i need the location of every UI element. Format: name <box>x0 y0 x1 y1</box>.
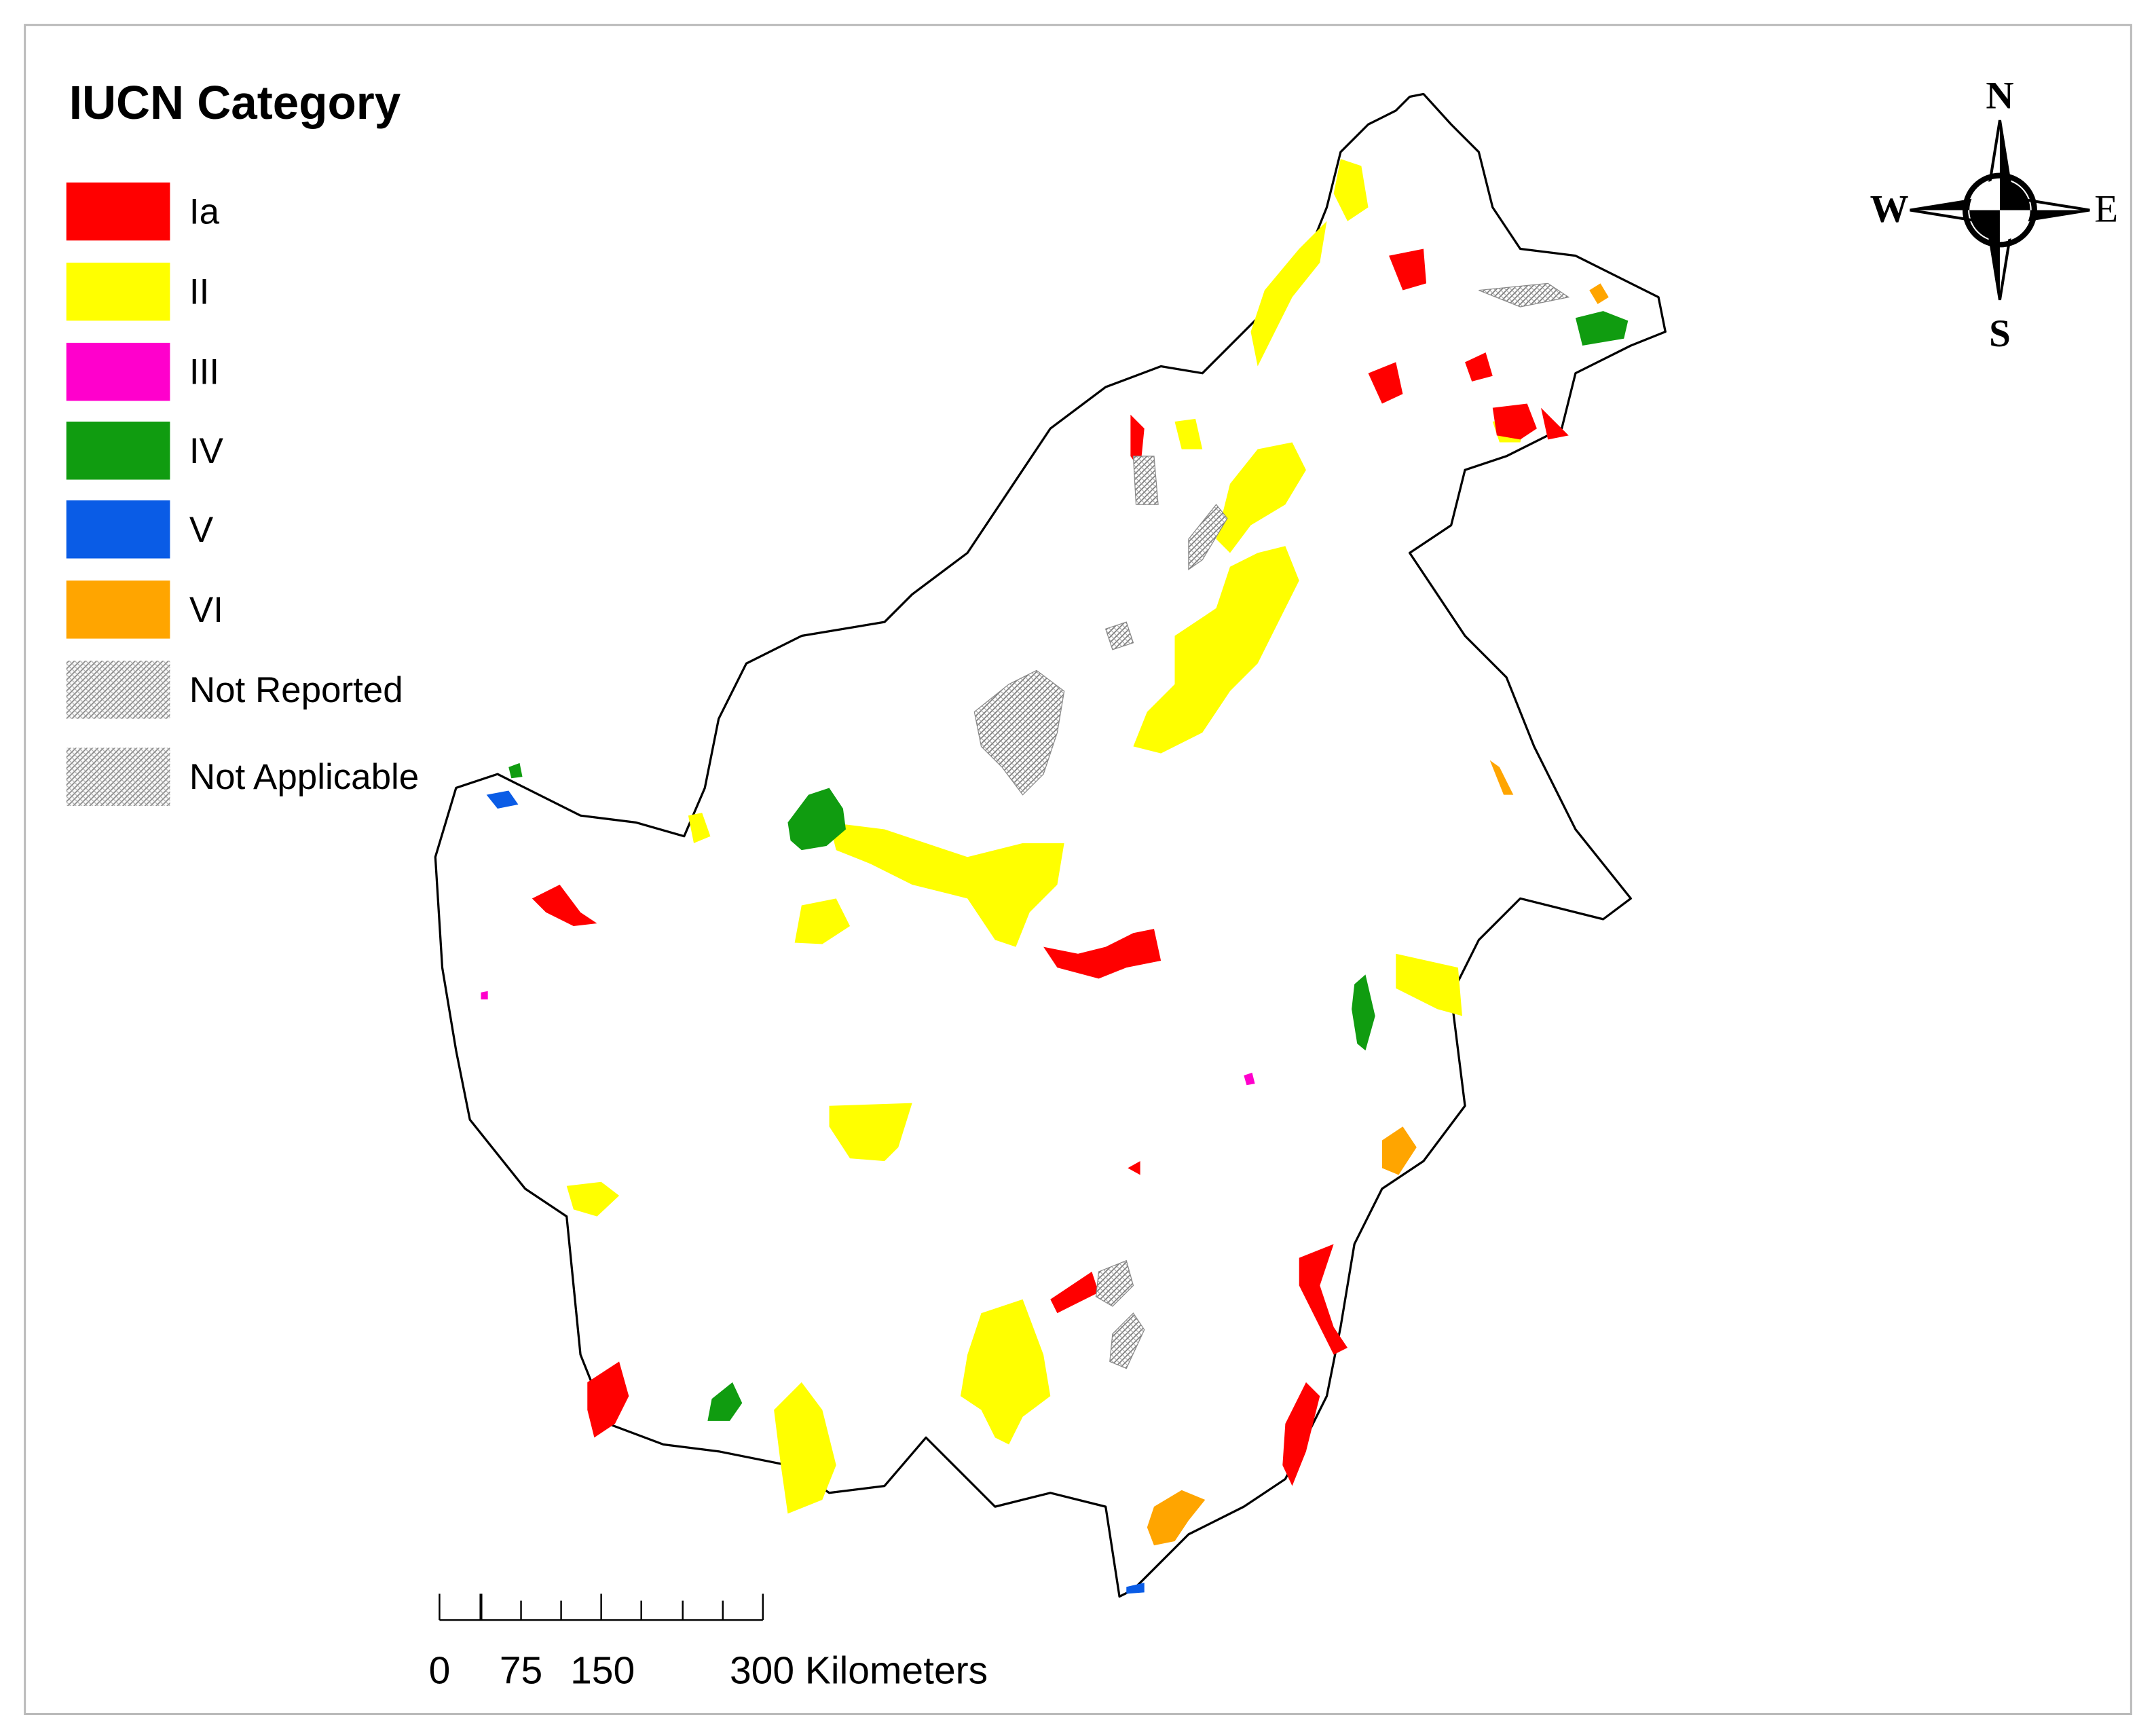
area-ii <box>774 1382 836 1514</box>
legend-label: IV <box>189 431 224 471</box>
area-iv <box>787 788 846 851</box>
protected-areas <box>481 159 1629 1594</box>
area-ii <box>960 1299 1051 1445</box>
area-ia <box>1541 407 1569 440</box>
area-ia <box>1128 1161 1140 1175</box>
area-iii <box>481 991 488 999</box>
area-ii <box>794 898 851 944</box>
area-iii <box>1244 1072 1255 1086</box>
area-ii <box>829 1103 912 1162</box>
area-hatched <box>1479 282 1570 308</box>
legend-label: Not Applicable <box>189 757 419 797</box>
area-v <box>1126 1583 1145 1594</box>
legend-label: VI <box>189 590 223 630</box>
legend-swatch-hatch <box>66 661 170 719</box>
scale-bar <box>439 1593 764 1621</box>
compass-north: N <box>1986 75 2013 117</box>
area-ii <box>1216 442 1306 553</box>
area-ia <box>1050 1272 1099 1314</box>
area-vi <box>1381 1126 1417 1175</box>
area-hatched <box>1188 504 1228 570</box>
area-ii <box>688 813 711 843</box>
legend-swatch <box>66 500 170 559</box>
area-iv <box>707 1382 743 1421</box>
area-ia <box>1492 403 1537 440</box>
legend-swatch <box>66 182 170 241</box>
area-hatched <box>1132 456 1159 505</box>
area-iv <box>1352 974 1375 1051</box>
area-ii <box>829 822 1064 947</box>
area-iv <box>508 762 523 779</box>
scale-label: 300 Kilometers <box>730 1649 988 1693</box>
legend-label: III <box>189 352 219 392</box>
area-iv <box>1575 311 1629 346</box>
legend-label: Ia <box>189 192 220 232</box>
legend-label: V <box>189 510 214 550</box>
compass-south: S <box>1989 312 2011 355</box>
scale-labels: 0 75 150 300 Kilometers <box>429 1649 988 1693</box>
area-ia <box>1299 1244 1348 1355</box>
legend-label: Not Reported <box>189 670 403 710</box>
area-ia <box>1043 929 1161 979</box>
area-ia <box>532 884 597 927</box>
area-ii <box>566 1181 620 1217</box>
area-hatched <box>1095 1259 1134 1307</box>
legend-swatch <box>66 421 170 480</box>
area-hatched <box>1109 1312 1145 1369</box>
area-ii <box>1250 221 1327 367</box>
area-ia <box>587 1361 629 1438</box>
area-ii <box>1396 953 1462 1016</box>
area-vi <box>1489 760 1514 795</box>
legend-swatch <box>66 581 170 639</box>
area-ii <box>1133 546 1299 754</box>
area-v <box>486 790 519 809</box>
area-ia <box>1389 248 1427 291</box>
area-ia <box>1465 352 1493 382</box>
legend-label: II <box>189 272 209 312</box>
compass-east: E <box>2094 188 2118 231</box>
legend-swatch <box>66 262 170 321</box>
legend-title: IUCN Category <box>69 76 401 129</box>
area-ii <box>1333 159 1369 221</box>
scale-label: 75 <box>500 1649 542 1693</box>
legend-swatch-hatch <box>66 748 170 806</box>
compass-west: W <box>1870 188 1909 231</box>
scale-label: 0 <box>429 1649 451 1693</box>
area-hatched <box>1104 621 1134 650</box>
area-ii <box>1174 418 1203 449</box>
scale-label: 150 <box>570 1649 635 1693</box>
area-ia <box>1282 1382 1320 1486</box>
area-vi <box>1147 1490 1206 1546</box>
compass: N S E W <box>1870 75 2119 355</box>
area-hatched <box>973 669 1065 796</box>
legend-swatch <box>66 342 170 401</box>
area-vi <box>1589 283 1609 304</box>
area-ia <box>1368 362 1403 404</box>
